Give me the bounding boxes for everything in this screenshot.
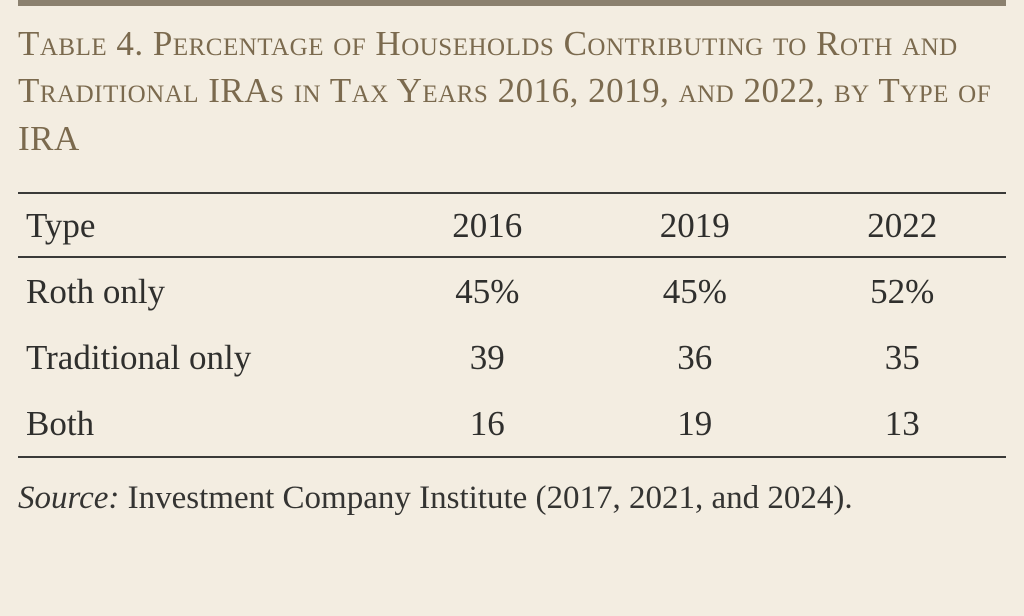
row-label: Roth only [18, 257, 384, 324]
cell-value: 35 [799, 324, 1007, 390]
row-label: Traditional only [18, 324, 384, 390]
source-note: Source: Investment Company Institute (20… [18, 476, 1006, 521]
col-header-2022: 2022 [799, 193, 1007, 257]
cell-value: 45% [591, 257, 798, 324]
col-header-2019: 2019 [591, 193, 798, 257]
cell-value: 52% [799, 257, 1007, 324]
source-text: Investment Company Institute (2017, 2021… [119, 480, 852, 516]
table-header-row: Type 2016 2019 2022 [18, 193, 1006, 257]
cell-value: 39 [384, 324, 591, 390]
cell-value: 13 [799, 390, 1007, 457]
cell-value: 45% [384, 257, 591, 324]
source-label: Source: [18, 480, 119, 516]
table-figure: Table 4. Percentage of Households Contri… [0, 0, 1024, 616]
table-row: Roth only 45% 45% 52% [18, 257, 1006, 324]
table-title: Table 4. Percentage of Households Contri… [18, 20, 1006, 162]
table-row: Both 16 19 13 [18, 390, 1006, 457]
ira-contribution-table: Type 2016 2019 2022 Roth only 45% 45% 52… [18, 192, 1006, 458]
cell-value: 19 [591, 390, 798, 457]
table-row: Traditional only 39 36 35 [18, 324, 1006, 390]
cell-value: 16 [384, 390, 591, 457]
top-rule [18, 0, 1006, 6]
cell-value: 36 [591, 324, 798, 390]
col-header-2016: 2016 [384, 193, 591, 257]
row-label: Both [18, 390, 384, 457]
col-header-type: Type [18, 193, 384, 257]
